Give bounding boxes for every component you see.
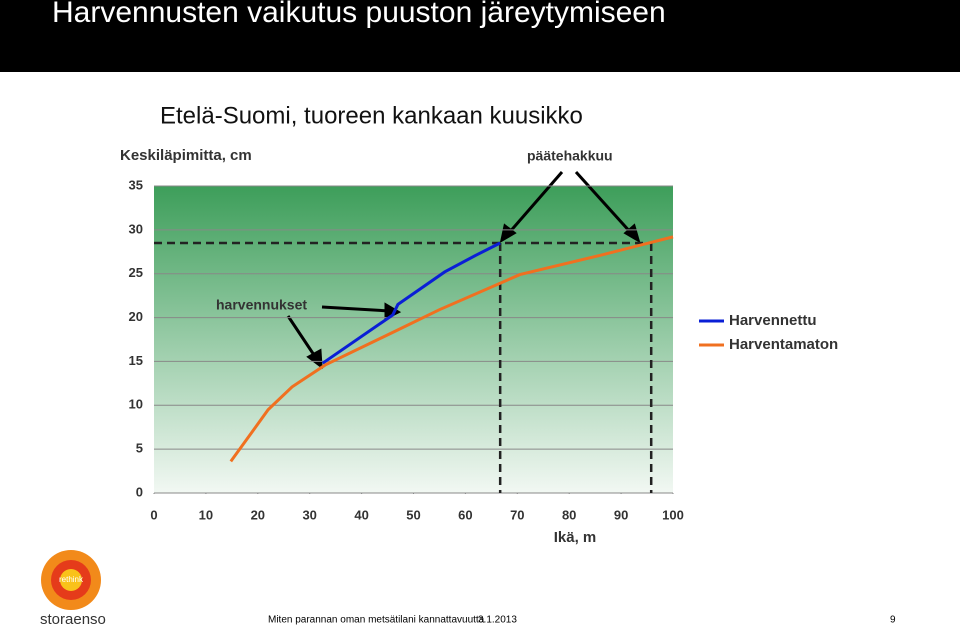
chart-title: Etelä-Suomi, tuoreen kankaan kuusikko xyxy=(160,102,583,129)
title-bar xyxy=(0,0,960,72)
plot-area xyxy=(154,186,673,493)
y-tick-label: 15 xyxy=(129,353,143,368)
slide-title: Harvennusten vaikutus puuston järeytymis… xyxy=(52,0,666,29)
annotation: päätehakkuu xyxy=(527,148,613,164)
x-tick-label: 10 xyxy=(199,507,213,522)
x-tick-label: 0 xyxy=(150,507,157,522)
footer: Miten parannan oman metsätilani kannatta… xyxy=(268,615,485,626)
legend-label: Harvennettu xyxy=(729,312,817,329)
x-tick-label: 20 xyxy=(251,507,265,522)
annotation: harvennukset xyxy=(216,297,307,313)
x-tick-label: 80 xyxy=(562,507,576,522)
logo: rethink storaenso xyxy=(40,550,106,628)
page-number: 9 xyxy=(890,615,896,626)
arrows xyxy=(286,170,641,370)
y-tick-label: 30 xyxy=(129,221,143,236)
line xyxy=(321,241,501,365)
legend-label: Harventamaton xyxy=(729,336,838,353)
x-tick-label: 40 xyxy=(354,507,368,522)
y-tick-label: 25 xyxy=(129,265,143,280)
y-tick-label: 10 xyxy=(129,397,143,412)
y-tick-label: 5 xyxy=(136,441,143,456)
x-tick-label: 60 xyxy=(458,507,472,522)
x-tick-label: 90 xyxy=(614,507,628,522)
logo-name: storaenso xyxy=(40,611,106,627)
y-tick-label: 20 xyxy=(129,309,143,324)
y-tick-label: 0 xyxy=(136,484,143,499)
x-tick-label: 70 xyxy=(510,507,524,522)
x-tick-label: 30 xyxy=(302,507,316,522)
x-tick-label: 100 xyxy=(662,507,684,522)
y-tick-label: 35 xyxy=(129,177,143,192)
x-tick-label: 50 xyxy=(406,507,420,522)
x-axis-label: Ikä, m xyxy=(554,529,597,546)
line xyxy=(229,235,674,463)
footer-date: 3.1.2013 xyxy=(478,615,517,626)
y-axis-label: Keskiläpimitta, cm xyxy=(120,147,252,164)
logo-tag: rethink xyxy=(59,575,84,584)
